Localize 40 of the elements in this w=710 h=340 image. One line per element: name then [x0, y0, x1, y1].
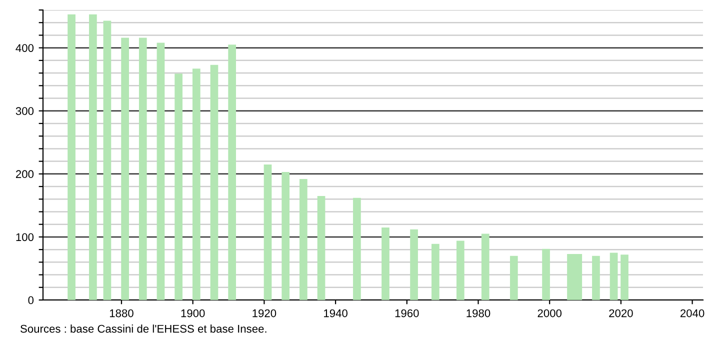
- bar: [353, 198, 361, 300]
- x-tick-label: 2020: [609, 309, 633, 318]
- x-tick-label: 1900: [181, 309, 205, 318]
- bar: [89, 14, 97, 300]
- bar: [138, 38, 147, 300]
- x-tick-label: 1980: [466, 309, 490, 318]
- bar: [103, 20, 112, 300]
- x-tick-label: 1880: [110, 309, 134, 318]
- bar: [68, 14, 76, 300]
- bar: [432, 244, 440, 300]
- bar: [481, 234, 490, 300]
- source-note: Sources : base Cassini de l'EHESS et base Insee.: [20, 324, 266, 333]
- bar: [121, 38, 129, 300]
- bar: [317, 196, 326, 300]
- bar: [174, 74, 182, 300]
- x-tick-label: 1940: [324, 309, 348, 318]
- x-tick-label: 1960: [395, 309, 419, 318]
- y-tick-label: 0: [28, 296, 34, 304]
- x-tick-label: 2040: [680, 309, 704, 318]
- bar: [410, 229, 418, 300]
- bar: [592, 256, 600, 300]
- bar: [620, 254, 628, 300]
- bar: [542, 248, 550, 300]
- y-tick-label: 300: [16, 107, 34, 116]
- bar: [300, 178, 308, 300]
- y-tick-label: 200: [16, 170, 34, 178]
- bar: [282, 172, 290, 300]
- bar: [456, 240, 464, 300]
- y-tick-label: 100: [16, 233, 34, 242]
- bar: [264, 164, 272, 300]
- y-tick-label: 400: [16, 44, 34, 52]
- x-tick-label: 2000: [538, 309, 562, 318]
- bar: [192, 68, 200, 300]
- x-tick-label: 1920: [252, 309, 276, 318]
- bar: [510, 256, 518, 300]
- bar: [210, 64, 218, 300]
- bar: [228, 44, 236, 300]
- bar: [610, 252, 618, 300]
- bar: [382, 228, 390, 300]
- bar: [156, 42, 165, 300]
